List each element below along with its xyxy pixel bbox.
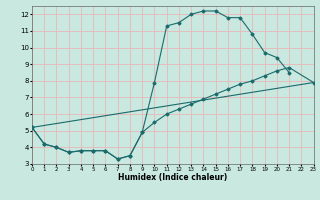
X-axis label: Humidex (Indice chaleur): Humidex (Indice chaleur) [118, 173, 228, 182]
